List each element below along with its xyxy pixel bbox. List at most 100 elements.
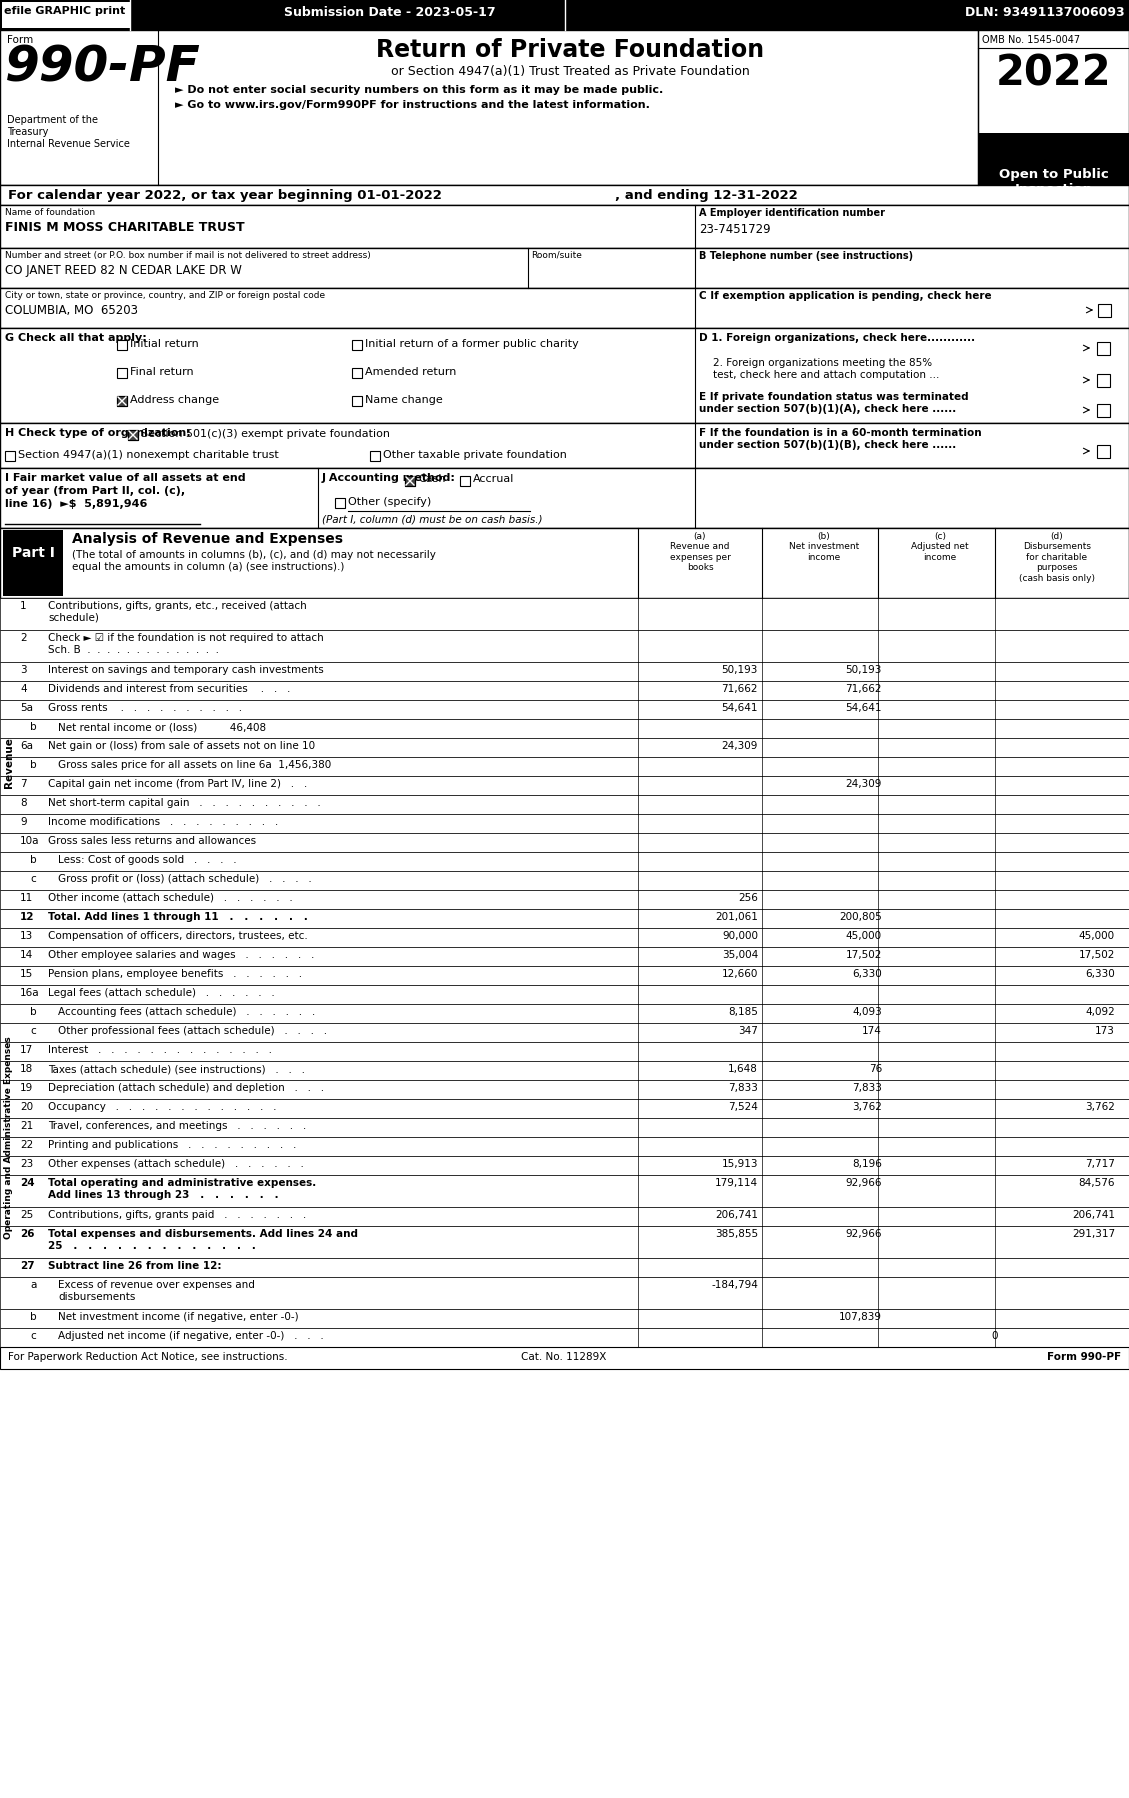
Text: Other employee salaries and wages   .   .   .   .   .   .: Other employee salaries and wages . . . … <box>49 949 314 960</box>
Text: Internal Revenue Service: Internal Revenue Service <box>7 138 130 149</box>
Text: Total. Add lines 1 through 11   .   .   .   .   .   .: Total. Add lines 1 through 11 . . . . . … <box>49 912 308 922</box>
Text: Pension plans, employee benefits   .   .   .   .   .   .: Pension plans, employee benefits . . . .… <box>49 969 303 978</box>
Text: 25: 25 <box>20 1210 33 1221</box>
Text: under section 507(b)(1)(B), check here ......: under section 507(b)(1)(B), check here .… <box>699 441 956 450</box>
Text: Address change: Address change <box>130 396 219 405</box>
Text: Accrual: Accrual <box>473 475 515 484</box>
Bar <box>0 1277 1129 1309</box>
Bar <box>1099 304 1111 316</box>
Bar <box>0 890 1129 910</box>
Bar <box>370 451 380 460</box>
Text: 206,741: 206,741 <box>715 1210 758 1221</box>
Text: 54,641: 54,641 <box>846 703 882 714</box>
Text: 71,662: 71,662 <box>846 683 882 694</box>
Text: 7: 7 <box>20 779 27 789</box>
Text: For calendar year 2022, or tax year beginning 01-01-2022: For calendar year 2022, or tax year begi… <box>8 189 441 201</box>
Text: Occupancy   .   .   .   .   .   .   .   .   .   .   .   .   .: Occupancy . . . . . . . . . . . . . <box>49 1102 277 1111</box>
Bar <box>0 1136 1129 1156</box>
Bar <box>0 870 1129 890</box>
Text: 3,762: 3,762 <box>1085 1102 1115 1111</box>
Text: 90,000: 90,000 <box>723 931 758 940</box>
Bar <box>1097 342 1110 354</box>
Text: 22: 22 <box>20 1140 33 1151</box>
Text: 201,061: 201,061 <box>715 912 758 922</box>
Text: 4: 4 <box>20 683 27 694</box>
Bar <box>128 430 138 441</box>
Bar <box>0 1061 1129 1081</box>
Text: Net investment income (if negative, enter -0-): Net investment income (if negative, ente… <box>58 1313 299 1322</box>
Text: 50,193: 50,193 <box>721 665 758 674</box>
Bar <box>0 629 1129 662</box>
Text: G Check all that apply:: G Check all that apply: <box>5 333 147 343</box>
Text: Check ► ☑ if the foundation is not required to attach
Sch. B  .  .  .  .  .  .  : Check ► ☑ if the foundation is not requi… <box>49 633 324 654</box>
Text: b: b <box>30 1007 36 1018</box>
Bar <box>0 795 1129 814</box>
Text: Name of foundation: Name of foundation <box>5 209 95 218</box>
Bar <box>0 205 1129 248</box>
Text: 92,966: 92,966 <box>846 1178 882 1188</box>
Text: 92,966: 92,966 <box>846 1230 882 1239</box>
Bar <box>0 1176 1129 1206</box>
Text: J Accounting method:: J Accounting method: <box>322 473 456 484</box>
Text: 17: 17 <box>20 1045 33 1055</box>
Bar <box>0 777 1129 795</box>
Text: Taxes (attach schedule) (see instructions)   .   .   .: Taxes (attach schedule) (see instruction… <box>49 1064 305 1073</box>
Text: 13: 13 <box>20 931 33 940</box>
Text: Initial return: Initial return <box>130 340 199 349</box>
Text: 990-PF: 990-PF <box>5 43 201 92</box>
Text: under section 507(b)(1)(A), check here ......: under section 507(b)(1)(A), check here .… <box>699 405 956 414</box>
Text: Interest on savings and temporary cash investments: Interest on savings and temporary cash i… <box>49 665 324 674</box>
Text: 7,524: 7,524 <box>728 1102 758 1111</box>
Text: 20: 20 <box>20 1102 33 1111</box>
Text: 18: 18 <box>20 1064 33 1073</box>
Text: 11: 11 <box>20 894 33 903</box>
Text: 173: 173 <box>1095 1027 1115 1036</box>
Bar <box>0 248 1129 288</box>
Text: (The total of amounts in columns (b), (c), and (d) may not necessarily
equal the: (The total of amounts in columns (b), (c… <box>72 550 436 572</box>
Text: of year (from Part II, col. (c),: of year (from Part II, col. (c), <box>5 485 185 496</box>
Bar <box>5 451 15 460</box>
Text: 7,833: 7,833 <box>728 1082 758 1093</box>
Text: Final return: Final return <box>130 367 194 378</box>
Text: (Part I, column (d) must be on cash basis.): (Part I, column (d) must be on cash basi… <box>322 514 543 525</box>
Text: c: c <box>30 1331 36 1341</box>
Text: 1: 1 <box>20 601 27 611</box>
Text: Analysis of Revenue and Expenses: Analysis of Revenue and Expenses <box>72 532 343 547</box>
Text: Dividends and interest from securities    .   .   .: Dividends and interest from securities .… <box>49 683 290 694</box>
Text: 347: 347 <box>738 1027 758 1036</box>
Text: Other professional fees (attach schedule)   .   .   .   .: Other professional fees (attach schedule… <box>58 1027 327 1036</box>
Text: Form: Form <box>7 34 33 45</box>
Text: 2. Foreign organizations meeting the 85%: 2. Foreign organizations meeting the 85% <box>714 358 933 369</box>
Bar <box>0 852 1129 870</box>
Bar <box>117 369 126 378</box>
Text: Cash: Cash <box>418 475 446 484</box>
Bar <box>0 1023 1129 1043</box>
Text: Other expenses (attach schedule)   .   .   .   .   .   .: Other expenses (attach schedule) . . . .… <box>49 1160 304 1169</box>
Text: b: b <box>30 1313 36 1322</box>
Text: Depreciation (attach schedule) and depletion   .   .   .: Depreciation (attach schedule) and deple… <box>49 1082 324 1093</box>
Text: 4,092: 4,092 <box>1085 1007 1115 1018</box>
Bar <box>0 662 1129 681</box>
Text: 76: 76 <box>868 1064 882 1073</box>
Bar <box>117 396 126 406</box>
Text: (c)
Adjusted net
income: (c) Adjusted net income <box>911 532 969 561</box>
Bar <box>128 430 138 441</box>
Text: , and ending 12-31-2022: , and ending 12-31-2022 <box>615 189 798 201</box>
Text: Part I: Part I <box>11 547 54 559</box>
Text: Net rental income or (loss)          46,408: Net rental income or (loss) 46,408 <box>58 723 266 732</box>
Text: Other (specify): Other (specify) <box>348 496 431 507</box>
Text: 2022: 2022 <box>996 52 1112 93</box>
Bar <box>352 396 362 406</box>
Text: Operating and Administrative Expenses: Operating and Administrative Expenses <box>5 1036 14 1239</box>
Text: efile GRAPHIC print: efile GRAPHIC print <box>5 5 125 16</box>
Text: 50,193: 50,193 <box>846 665 882 674</box>
Text: FINIS M MOSS CHARITABLE TRUST: FINIS M MOSS CHARITABLE TRUST <box>5 221 245 234</box>
Text: Interest   .   .   .   .   .   .   .   .   .   .   .   .   .   .: Interest . . . . . . . . . . . . . . <box>49 1045 272 1055</box>
Text: Open to Public: Open to Public <box>999 167 1109 182</box>
Text: 3,762: 3,762 <box>852 1102 882 1111</box>
Text: 45,000: 45,000 <box>1079 931 1115 940</box>
Text: line 16)  ►$  5,891,946: line 16) ►$ 5,891,946 <box>5 500 148 509</box>
Bar <box>0 1206 1129 1226</box>
Text: C If exemption application is pending, check here: C If exemption application is pending, c… <box>699 291 991 300</box>
Text: Department of the: Department of the <box>7 115 98 126</box>
